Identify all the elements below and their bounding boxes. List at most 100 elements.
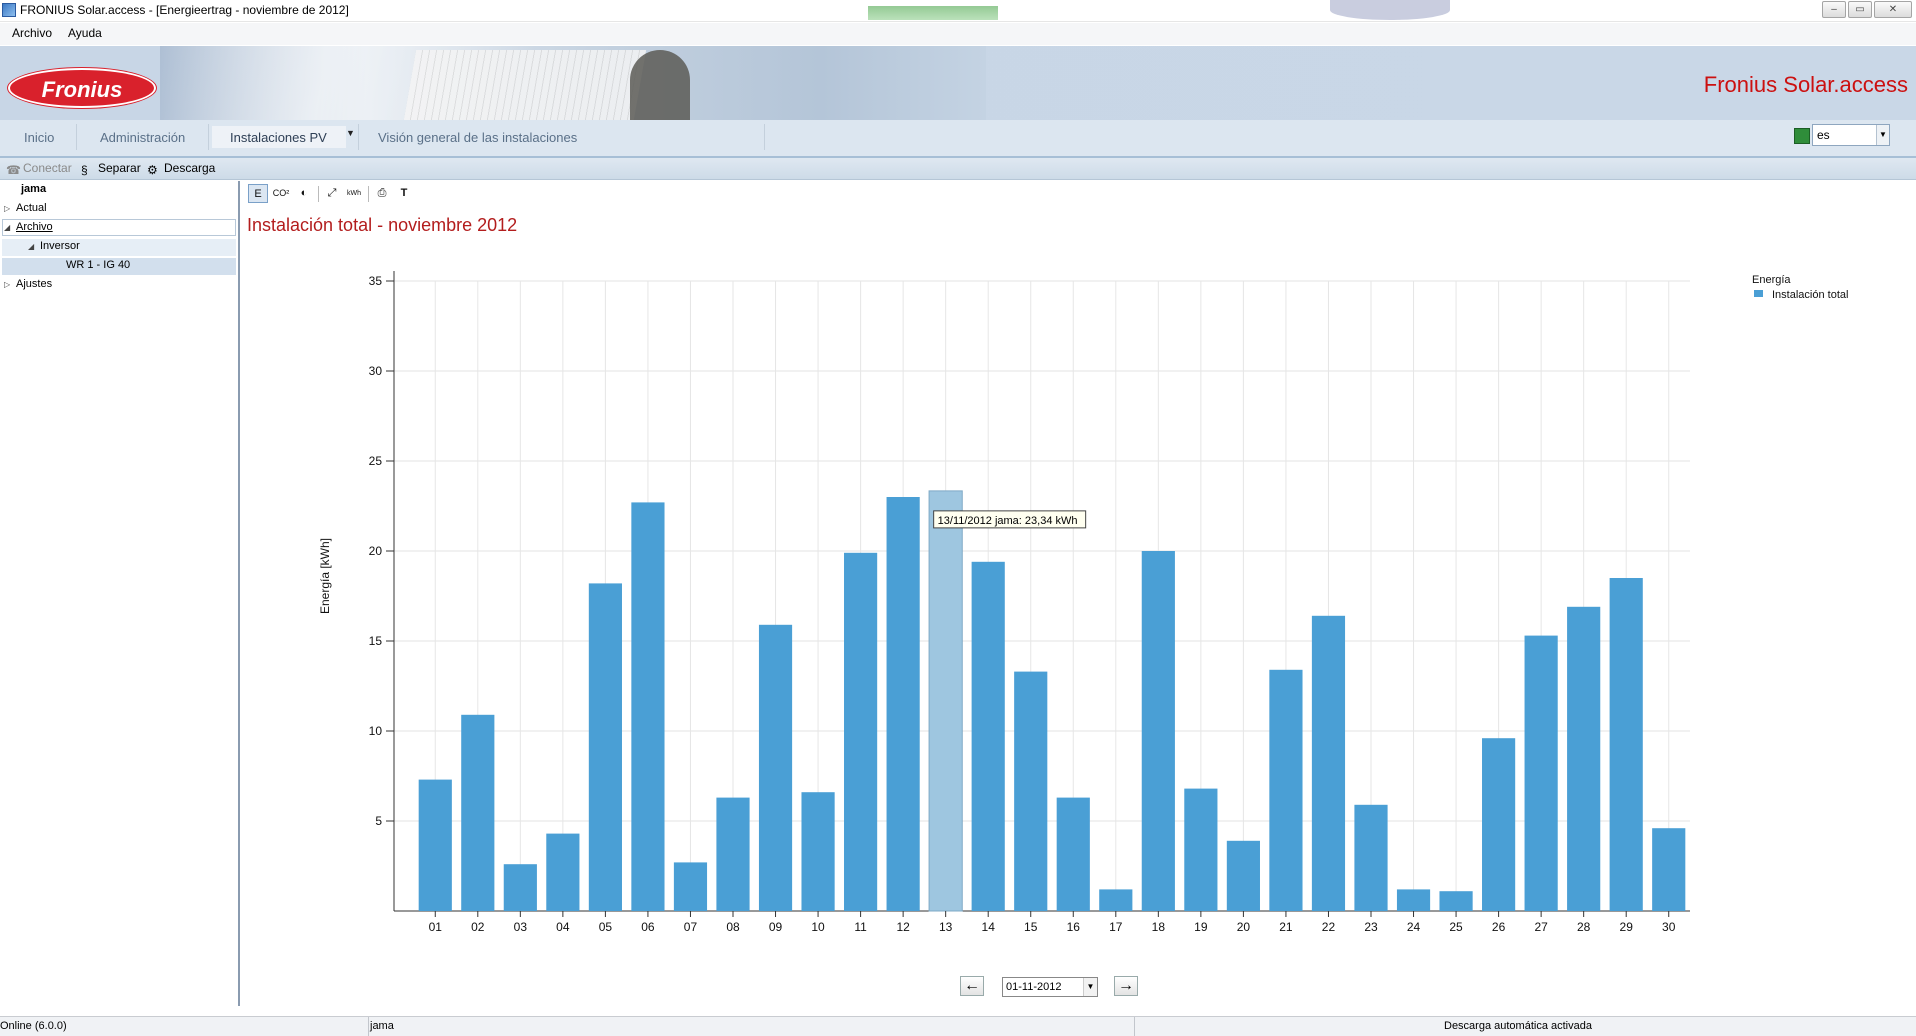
connect-button[interactable]: ☎ Conectar [6, 161, 72, 177]
bar[interactable] [1524, 635, 1558, 911]
bar[interactable] [461, 714, 495, 911]
x-tick-label: 28 [1577, 920, 1591, 934]
tab-separator [76, 124, 77, 150]
tree-focus-outline [2, 219, 236, 236]
tab-instalaciones-pv[interactable]: Instalaciones PV [212, 126, 346, 148]
bar[interactable] [1226, 840, 1260, 911]
tree-root[interactable]: jama [21, 183, 47, 195]
bar[interactable] [1482, 738, 1516, 911]
status-version: Online (6.0.0) [0, 1020, 67, 1032]
y-tick-label: 35 [369, 274, 383, 288]
toolbar-separator [368, 186, 369, 202]
expand-icon[interactable]: ▷ [4, 280, 11, 289]
y-axis-label: Energía [kWh] [318, 538, 332, 614]
energy-button[interactable]: E [248, 184, 268, 203]
y-tick-label: 15 [369, 634, 383, 648]
bar[interactable] [1652, 828, 1686, 911]
x-tick-label: 18 [1152, 920, 1166, 934]
x-tick-label: 14 [982, 920, 996, 934]
prev-month-button[interactable]: ← [960, 976, 984, 996]
bar[interactable] [971, 561, 1005, 911]
bar[interactable] [1439, 891, 1473, 911]
tree-item-actual[interactable]: ▷ Actual [4, 202, 47, 214]
bar[interactable] [1014, 671, 1048, 911]
tab-inicio[interactable]: Inicio [24, 130, 55, 145]
bar[interactable] [503, 864, 537, 911]
menu-bar: Archivo Ayuda [0, 23, 1916, 45]
bar[interactable] [1396, 889, 1431, 911]
disconnect-button[interactable]: § Separar [81, 161, 141, 177]
bar[interactable] [1056, 797, 1090, 911]
date-select[interactable]: 01-11-2012 ▼ [1002, 977, 1098, 997]
bar[interactable] [1354, 804, 1388, 911]
window-title: FRONIUS Solar.access - [Energieertrag - … [20, 3, 349, 17]
next-month-button[interactable]: → [1114, 976, 1138, 996]
globe-icon[interactable]: ◐ [300, 187, 308, 199]
tooltip-box [933, 510, 1087, 529]
bar[interactable] [546, 833, 580, 911]
bar[interactable] [1099, 889, 1133, 911]
legend-swatch [1754, 290, 1763, 297]
x-tick-label: 21 [1279, 920, 1293, 934]
x-tick-label: 06 [641, 920, 655, 934]
chevron-down-icon[interactable]: ▼ [1876, 125, 1889, 145]
bar[interactable] [631, 502, 665, 911]
tree-item-label: Actual [16, 202, 47, 214]
legend-entry: Instalación total [1772, 289, 1848, 301]
header-divider [0, 156, 1916, 158]
expand-icon[interactable]: ▷ [4, 204, 11, 213]
x-tick-label: 04 [556, 920, 570, 934]
x-tick-label: 10 [811, 920, 825, 934]
x-tick-label: 02 [471, 920, 485, 934]
toolbar: ☎ Conectar § Separar ⚙ Descarga [0, 158, 1916, 180]
connect-label: Conectar [23, 161, 72, 175]
bar[interactable] [1311, 615, 1346, 911]
tree-item-ajustes[interactable]: ▷ Ajustes [4, 278, 52, 290]
bar[interactable] [673, 862, 708, 911]
minimize-button[interactable]: – [1822, 1, 1846, 18]
bar[interactable] [1184, 788, 1218, 911]
tab-administracion[interactable]: Administración [100, 130, 186, 145]
x-tick-label: 13 [939, 920, 953, 934]
download-label: Descarga [164, 161, 216, 175]
bar[interactable] [886, 497, 920, 911]
bar[interactable] [758, 624, 793, 911]
collapse-icon[interactable]: ◢ [28, 242, 35, 251]
bar[interactable] [1269, 669, 1303, 911]
x-tick-label: 03 [514, 920, 528, 934]
bar-highlighted[interactable] [928, 490, 963, 912]
maximize-button[interactable]: ▭ [1848, 1, 1872, 18]
y-tick-label: 25 [369, 454, 383, 468]
tree-item-inversor[interactable]: ◢ Inversor [28, 240, 80, 252]
download-button[interactable]: ⚙ Descarga [147, 161, 215, 177]
bar[interactable] [1567, 606, 1601, 911]
language-value: es [1817, 128, 1830, 142]
language-select[interactable]: es ▼ [1812, 124, 1890, 146]
bar[interactable] [418, 779, 452, 911]
chart-toolbar: E CO² ◐ ⤢ kWh ⎙ T [246, 182, 546, 204]
collapse-icon[interactable]: ◢ [4, 223, 11, 232]
close-button[interactable]: ✕ [1874, 1, 1912, 18]
banner-photo [160, 46, 986, 120]
bar[interactable] [844, 552, 878, 911]
kwh-button[interactable]: kWh [347, 190, 361, 197]
chevron-down-icon[interactable]: ▼ [346, 128, 355, 138]
co2-button[interactable]: CO² [272, 188, 290, 198]
tree-item-wr1[interactable]: WR 1 - IG 40 [66, 259, 131, 271]
expand-icon[interactable]: ⤢ [327, 187, 337, 199]
tab-vision-general[interactable]: Visión general de las instalaciones [378, 130, 578, 145]
x-tick-label: 23 [1364, 920, 1378, 934]
bar[interactable] [801, 792, 835, 911]
menu-archivo[interactable]: Archivo [12, 26, 53, 40]
bar[interactable] [1141, 551, 1175, 911]
text-button[interactable]: T [400, 187, 408, 199]
bar[interactable] [1609, 578, 1643, 911]
tree-item-archivo[interactable]: ◢ Archivo [4, 221, 53, 233]
bar[interactable] [716, 797, 750, 911]
bar[interactable] [588, 583, 622, 911]
chevron-down-icon[interactable]: ▼ [1083, 978, 1097, 996]
x-tick-label: 30 [1662, 920, 1676, 934]
menu-ayuda[interactable]: Ayuda [68, 26, 102, 40]
status-system: jama [370, 1020, 394, 1032]
print-icon[interactable]: ⎙ [377, 187, 387, 199]
